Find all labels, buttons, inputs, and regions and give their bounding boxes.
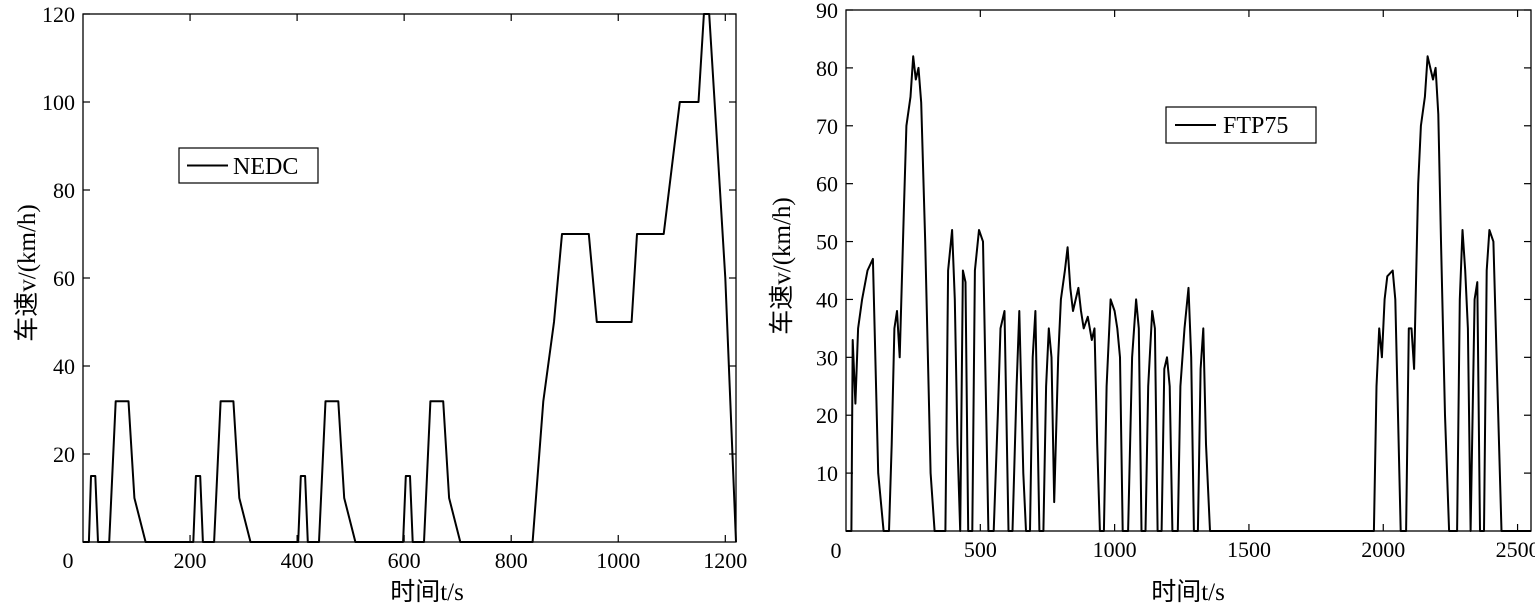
ftp75-legend: FTP75	[1165, 106, 1317, 144]
nedc-legend-label: NEDC	[233, 154, 298, 180]
nedc-x-tick-label: 0	[63, 548, 74, 573]
nedc-x-tick-label: 200	[174, 548, 207, 573]
ftp75-x-tick-label: 0	[831, 538, 842, 563]
ftp75-plot-frame	[845, 9, 1532, 532]
nedc-tick-labels: 0 200 400 600 800 1000 1200 20 40 60 80 100 120	[42, 2, 747, 573]
nedc-chart: 0 200 400 600 800 1000 1200 20 40 60 80 100 120 NEDC…	[13, 2, 747, 606]
nedc-y-tick-label: 20	[53, 442, 75, 467]
ftp75-ticks	[846, 9, 1531, 531]
nedc-x-tick-label: 1000	[596, 548, 640, 573]
nedc-y-tick-label: 120	[42, 2, 75, 27]
ftp75-x-tick-label: 2000	[1361, 537, 1405, 562]
ftp75-x-tick-label: 2500	[1496, 537, 1535, 562]
nedc-x-tick-label: 400	[281, 548, 314, 573]
ftp75-tick-labels: 0 500 1000 1500 2000 2500 10 20 30 40 50 60 70 80 90	[816, 0, 1535, 563]
ftp75-y-tick-label: 50	[816, 230, 838, 255]
ftp75-x-axis-label: 时间t/s	[1151, 578, 1225, 606]
nedc-x-axis-label: 时间t/s	[390, 578, 464, 606]
nedc-y-axis-label: 车速v/(km/h)	[13, 204, 41, 342]
ftp75-y-tick-label: 60	[816, 172, 838, 197]
ftp75-y-tick-label: 90	[816, 0, 838, 23]
ftp75-y-tick-label: 40	[816, 287, 838, 312]
ftp75-x-tick-label: 1000	[1093, 537, 1137, 562]
nedc-x-tick-label: 600	[388, 548, 421, 573]
nedc-ticks	[83, 13, 736, 542]
ftp75-y-axis-label: 车速v/(km/h)	[768, 197, 796, 335]
ftp75-legend-label: FTP75	[1223, 113, 1288, 139]
nedc-series-line	[83, 13, 737, 543]
ftp75-y-tick-label: 80	[816, 56, 838, 81]
nedc-plot-frame	[82, 13, 737, 543]
nedc-x-tick-label: 800	[495, 548, 528, 573]
nedc-y-tick-label: 80	[53, 178, 75, 203]
nedc-y-tick-label: 100	[42, 90, 75, 115]
ftp75-x-tick-label: 500	[964, 537, 997, 562]
nedc-legend: NEDC	[178, 147, 319, 184]
ftp75-y-tick-label: 30	[816, 345, 838, 370]
ftp75-series-line	[846, 55, 1531, 532]
ftp75-chart: 0 500 1000 1500 2000 2500 10 20 30 40 50 60 70 80 90 F…	[768, 0, 1535, 606]
nedc-x-tick-label: 1200	[703, 548, 747, 573]
ftp75-y-tick-label: 20	[816, 403, 838, 428]
ftp75-x-tick-label: 1500	[1227, 537, 1271, 562]
nedc-y-tick-label: 60	[53, 266, 75, 291]
nedc-y-tick-label: 40	[53, 354, 75, 379]
ftp75-y-tick-label: 70	[816, 114, 838, 139]
ftp75-y-tick-label: 10	[816, 461, 838, 486]
